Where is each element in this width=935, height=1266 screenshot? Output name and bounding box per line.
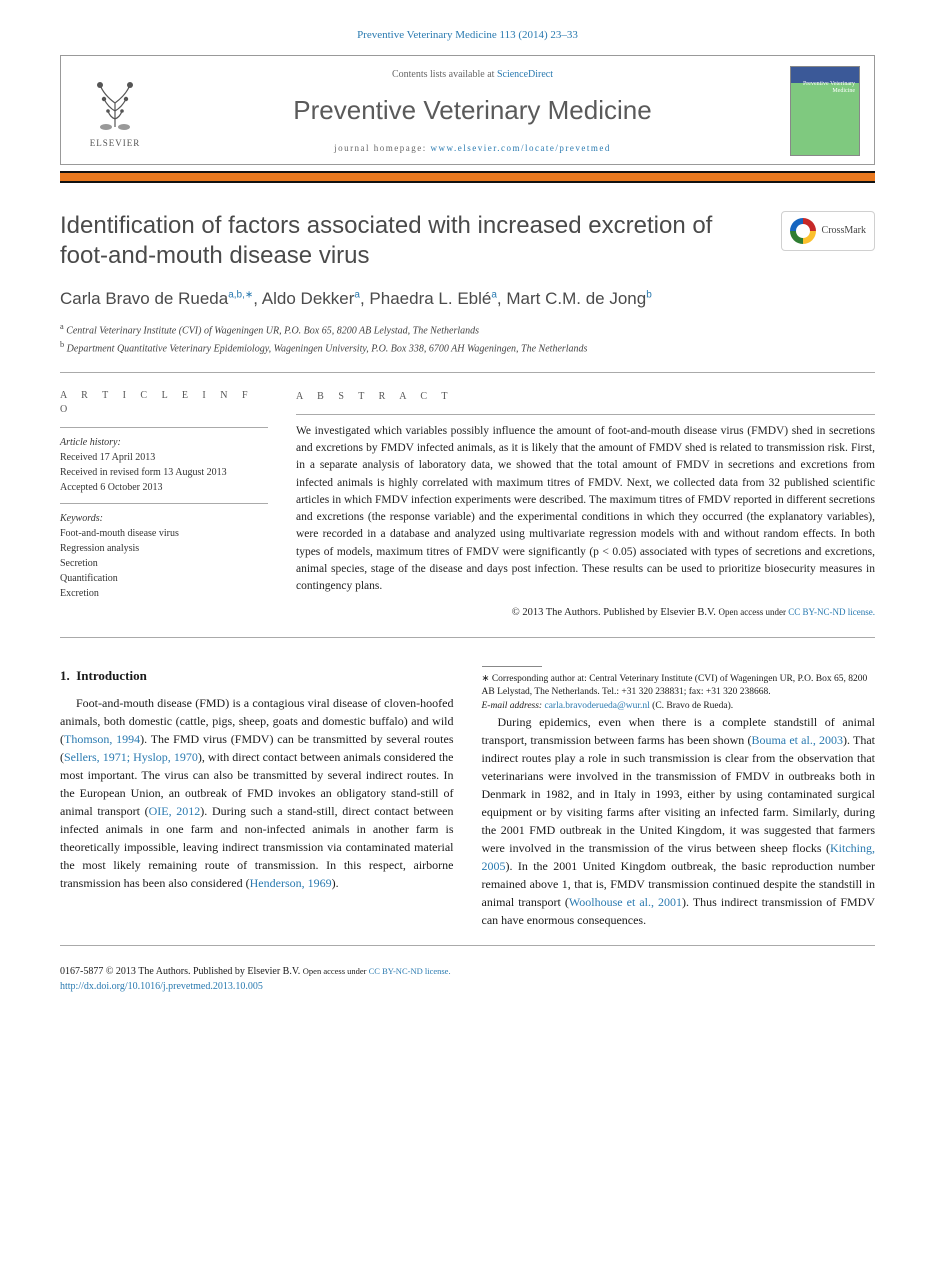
contents-available-line: Contents lists available at ScienceDirec… (155, 68, 790, 82)
contents-prefix: Contents lists available at (392, 69, 497, 80)
elsevier-wordmark: ELSEVIER (90, 137, 141, 150)
crossmark-badge[interactable]: CrossMark (781, 211, 875, 251)
elsevier-tree-icon (84, 73, 146, 135)
abstract-heading: A B S T R A C T (296, 389, 875, 404)
intro-paragraph-2: During epidemics, even when there is a c… (482, 713, 876, 929)
history-revised: Received in revised form 13 August 2013 (60, 465, 268, 480)
ref-sellers-hyslop[interactable]: Sellers, 1971; Hyslop, 1970 (64, 750, 198, 764)
article-info-column: A R T I C L E I N F O Article history: R… (60, 389, 268, 621)
keyword-5: Excretion (60, 586, 268, 601)
license-link[interactable]: CC BY-NC-ND license. (788, 607, 875, 617)
abstract-rule (296, 414, 875, 415)
running-head-citation: Preventive Veterinary Medicine 113 (2014… (60, 28, 875, 43)
keyword-3: Secretion (60, 556, 268, 571)
journal-cover-text: Preventive Veterinary Medicine (791, 81, 855, 94)
author-3: Phaedra L. Ebléa (369, 289, 496, 308)
ref-thomson-1994[interactable]: Thomson, 1994 (64, 732, 140, 746)
article-title: Identification of factors associated wit… (60, 211, 761, 271)
keyword-4: Quantification (60, 571, 268, 586)
abstract-text: We investigated which variables possibly… (296, 423, 875, 596)
ref-bouma-2003[interactable]: Bouma et al., 2003 (751, 733, 843, 747)
journal-homepage-link[interactable]: www.elsevier.com/locate/prevetmed (431, 143, 611, 153)
page-footer: 0167-5877 © 2013 The Authors. Published … (60, 964, 875, 994)
ref-henderson-1969[interactable]: Henderson, 1969 (250, 876, 332, 890)
author-1: Carla Bravo de Ruedaa,b,∗ (60, 289, 253, 308)
ref-oie-2012[interactable]: OIE, 2012 (149, 804, 201, 818)
body-two-column: 1. Introduction Foot-and-mouth disease (… (60, 666, 875, 929)
rule-below-meta (60, 637, 875, 638)
elsevier-logo: ELSEVIER (75, 73, 155, 150)
article-info-rule-2 (60, 503, 268, 504)
doi-link[interactable]: http://dx.doi.org/10.1016/j.prevetmed.20… (60, 981, 263, 992)
journal-name: Preventive Veterinary Medicine (155, 92, 790, 128)
sciencedirect-link[interactable]: ScienceDirect (497, 69, 553, 80)
affiliation-a: Central Veterinary Institute (CVI) of Wa… (66, 326, 479, 337)
affiliation-b: Department Quantitative Veterinary Epide… (67, 343, 588, 354)
keyword-2: Regression analysis (60, 541, 268, 556)
keyword-1: Foot-and-mouth disease virus (60, 526, 268, 541)
homepage-prefix: journal homepage: (334, 143, 430, 153)
author-2: Aldo Dekkera (262, 289, 360, 308)
journal-homepage-line: journal homepage: www.elsevier.com/locat… (155, 142, 790, 155)
author-4: Mart C.M. de Jongb (506, 289, 651, 308)
corresponding-email-link[interactable]: carla.bravoderueda@wur.nl (544, 701, 649, 711)
journal-header-box: ELSEVIER Contents lists available at Sci… (60, 55, 875, 165)
crossmark-label: CrossMark (822, 224, 866, 238)
footer-rule (60, 945, 875, 946)
abstract-copyright: © 2013 The Authors. Published by Elsevie… (296, 605, 875, 621)
history-accepted: Accepted 6 October 2013 (60, 480, 268, 495)
email-footnote: E-mail address: carla.bravoderueda@wur.n… (482, 700, 876, 713)
footnote-rule (482, 666, 542, 667)
keywords-label: Keywords: (60, 512, 268, 526)
article-info-heading: A R T I C L E I N F O (60, 389, 268, 417)
orange-rule (60, 171, 875, 183)
journal-cover-thumbnail: Preventive Veterinary Medicine (790, 66, 860, 156)
abstract-column: A B S T R A C T We investigated which va… (296, 389, 875, 621)
footer-license-link[interactable]: CC BY-NC-ND license. (369, 966, 451, 976)
crossmark-icon (790, 218, 816, 244)
article-info-rule-1 (60, 427, 268, 428)
corresponding-author-footnote: ∗ Corresponding author at: Central Veter… (482, 673, 876, 700)
history-received: Received 17 April 2013 (60, 450, 268, 465)
intro-paragraph-1: Foot-and-mouth disease (FMD) is a contag… (60, 694, 454, 892)
rule-above-meta (60, 372, 875, 373)
affiliations: a Central Veterinary Institute (CVI) of … (60, 321, 875, 356)
author-list: Carla Bravo de Ruedaa,b,∗, Aldo Dekkera,… (60, 287, 875, 311)
ref-woolhouse-2001[interactable]: Woolhouse et al., 2001 (569, 895, 682, 909)
section-1-heading: 1. Introduction (60, 666, 454, 686)
article-history-label: Article history: (60, 436, 268, 450)
